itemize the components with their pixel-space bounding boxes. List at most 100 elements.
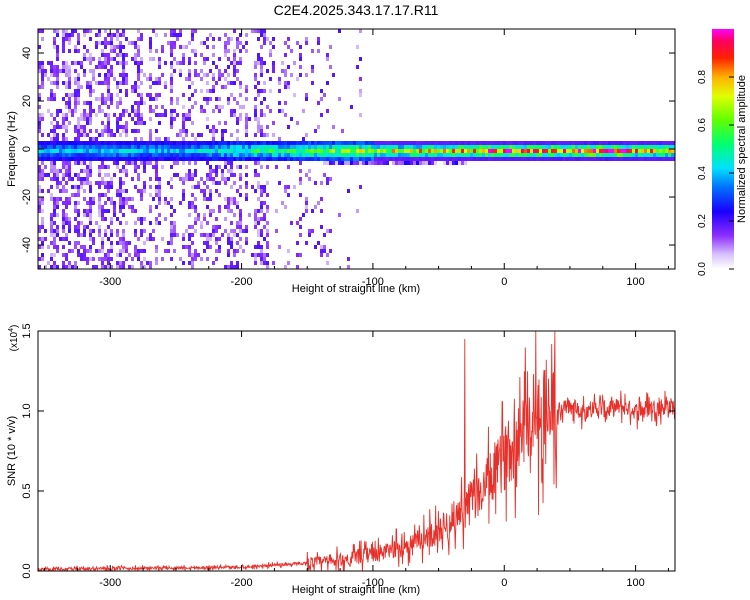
heatmap-cell <box>389 149 392 153</box>
heatmap-cell <box>134 57 137 61</box>
heatmap-cell <box>206 185 209 189</box>
heatmap-cell <box>140 57 143 61</box>
heatmap-cell <box>107 57 110 61</box>
heatmap-cell <box>176 61 179 65</box>
heatmap-cell <box>155 81 158 85</box>
heatmap-cell <box>119 253 122 257</box>
heatmap-cell <box>257 245 260 249</box>
heatmap-cell <box>266 221 269 225</box>
heatmap-cell <box>437 153 440 157</box>
heatmap-cell <box>191 257 194 261</box>
heatmap-cell <box>260 249 263 253</box>
heatmap-cell <box>203 153 206 157</box>
heatmap-cell <box>602 145 605 149</box>
heatmap-cell <box>116 149 119 153</box>
heatmap-cell <box>41 221 44 225</box>
heatmap-cell <box>86 201 89 205</box>
heatmap-cell <box>311 49 314 53</box>
heatmap-cell <box>308 153 311 157</box>
heatmap-cell <box>89 205 92 209</box>
heatmap-cell <box>557 145 560 149</box>
heatmap-cell <box>461 161 464 165</box>
heatmap-cell <box>74 101 77 105</box>
heatmap-cell <box>266 265 269 269</box>
heatmap-cell <box>128 141 131 145</box>
heatmap-cell <box>53 209 56 213</box>
heatmap-cell <box>203 189 206 193</box>
heatmap-cell <box>50 89 53 93</box>
heatmap-cell <box>170 149 173 153</box>
heatmap-cell <box>188 245 191 249</box>
heatmap-cell <box>125 221 128 225</box>
heatmap-cell <box>218 245 221 249</box>
heatmap-cell <box>89 137 92 141</box>
heatmap-cell <box>110 37 113 41</box>
heatmap-cell <box>608 145 611 149</box>
heatmap-cell <box>194 29 197 33</box>
heatmap-cell <box>41 117 44 121</box>
heatmap-cell <box>467 141 470 145</box>
heatmap-cell <box>359 149 362 153</box>
heatmap-cell <box>62 49 65 53</box>
heatmap-cell <box>185 153 188 157</box>
heatmap-cell <box>233 113 236 117</box>
heatmap-cell <box>83 225 86 229</box>
heatmap-cell <box>266 133 269 137</box>
heatmap-cell <box>338 161 341 165</box>
heatmap-cell <box>38 45 41 49</box>
heatmap-cell <box>101 257 104 261</box>
heatmap-cell <box>470 149 473 153</box>
heatmap-cell <box>110 201 113 205</box>
heatmap-cell <box>182 141 185 145</box>
heatmap-cell <box>176 97 179 101</box>
heatmap-cell <box>119 97 122 101</box>
heatmap-cell <box>350 141 353 145</box>
heatmap-cell <box>413 141 416 145</box>
heatmap-cell <box>452 153 455 157</box>
heatmap-cell <box>434 157 437 161</box>
heatmap-cell <box>521 157 524 161</box>
heatmap-cell <box>623 157 626 161</box>
heatmap-cell <box>194 149 197 153</box>
heatmap-cell <box>254 253 257 257</box>
heatmap-cell <box>233 149 236 153</box>
heatmap-cell <box>68 77 71 81</box>
heatmap-cell <box>92 89 95 93</box>
heatmap-cell <box>179 45 182 49</box>
heatmap-cell <box>242 141 245 145</box>
heatmap-cell <box>104 61 107 65</box>
heatmap-cell <box>218 181 221 185</box>
heatmap-cell <box>593 153 596 157</box>
heatmap-cell <box>368 149 371 153</box>
heatmap-cell <box>326 53 329 57</box>
heatmap-cell <box>431 153 434 157</box>
heatmap-cell <box>44 229 47 233</box>
heatmap-cell <box>398 161 401 165</box>
heatmap-cell <box>323 233 326 237</box>
heatmap-cell <box>86 181 89 185</box>
heatmap-cell <box>203 109 206 113</box>
heatmap-cell <box>53 81 56 85</box>
heatmap-cell <box>212 209 215 213</box>
heatmap-cell <box>122 157 125 161</box>
heatmap-cell <box>170 121 173 125</box>
heatmap-cell <box>137 237 140 241</box>
heatmap-cell <box>155 161 158 165</box>
heatmap-cell <box>194 161 197 165</box>
heatmap-cell <box>284 141 287 145</box>
heatmap-cell <box>227 169 230 173</box>
heatmap-cell <box>95 65 98 69</box>
heatmap-cell <box>131 141 134 145</box>
heatmap-cell <box>38 225 41 229</box>
heatmap-cell <box>266 37 269 41</box>
heatmap-cell <box>137 61 140 65</box>
heatmap-cell <box>80 221 83 225</box>
heatmap-cell <box>113 33 116 37</box>
heatmap-cell <box>233 53 236 57</box>
heatmap-cell <box>107 113 110 117</box>
heatmap-cell <box>89 173 92 177</box>
heatmap-cell <box>188 109 191 113</box>
heatmap-cell <box>155 165 158 169</box>
heatmap-cell <box>260 229 263 233</box>
heatmap-cell <box>365 161 368 165</box>
